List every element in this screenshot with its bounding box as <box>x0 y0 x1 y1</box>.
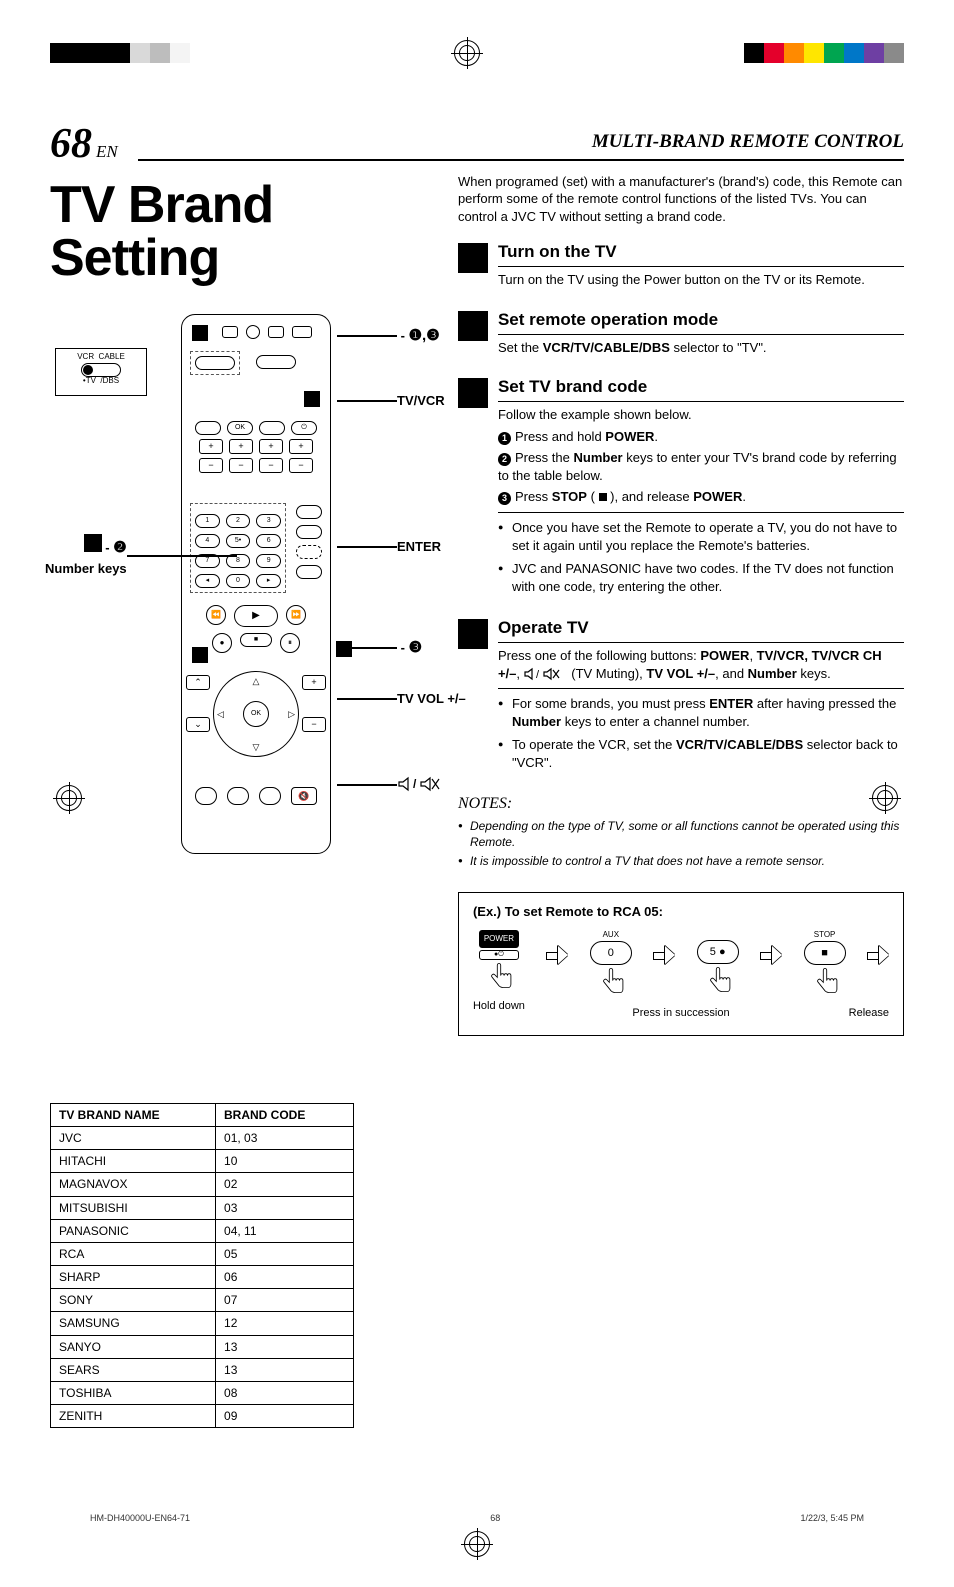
table-row: JVC01, 03 <box>51 1126 354 1149</box>
step-marker <box>458 243 488 273</box>
page-title: TV Brand Setting <box>50 179 430 285</box>
callout-tvvol: TV VOL +/– <box>397 690 469 708</box>
callout-mute: / <box>397 776 441 794</box>
step-marker <box>458 311 488 341</box>
mode-switch-inset: VCR CABLE •TV /DBS <box>51 348 171 396</box>
table-row: SAMSUNG12 <box>51 1312 354 1335</box>
callout-power: - ❶,❸ <box>397 326 440 346</box>
step-marker <box>458 619 488 649</box>
arrow-icon <box>760 948 782 964</box>
step-1: Turn on the TV Turn on the TV using the … <box>458 241 904 292</box>
notes-block: NOTES: Depending on the type of TV, some… <box>458 793 904 869</box>
remote-body: OK⏻ ++++ −−−− 123 45•6 789 <box>181 314 331 854</box>
mute-icon: / <box>524 667 568 681</box>
page-number: 68 <box>50 116 92 173</box>
example-box: (Ex.) To set Remote to RCA 05: POWER ●⏻ … <box>458 892 904 1036</box>
step-3: Set TV brand code Follow the example sho… <box>458 376 904 601</box>
callout-stop: - ❸ <box>397 638 422 658</box>
table-row: MAGNAVOX02 <box>51 1173 354 1196</box>
arrow-icon <box>653 948 675 964</box>
brand-code-table: TV BRAND NAME BRAND CODE JVC01, 03HITACH… <box>50 1103 354 1429</box>
ex-btn-0: AUX 0 <box>590 930 632 1001</box>
ex-power: POWER ●⏻ Hold down <box>473 930 525 1012</box>
ex-stop: STOP ■ <box>804 930 846 1001</box>
table-row: SONY07 <box>51 1289 354 1312</box>
table-row: ZENITH09 <box>51 1405 354 1428</box>
registration-top <box>50 40 904 66</box>
step-4: Operate TV Press one of the following bu… <box>458 617 904 777</box>
footer: HM-DH40000U-EN64-71 68 1/22/3, 5:45 PM <box>50 1508 904 1524</box>
arrow-icon <box>546 948 568 964</box>
svg-text:/: / <box>536 669 540 681</box>
step-2: Set remote operation mode Set the VCR/TV… <box>458 309 904 360</box>
step-marker <box>458 378 488 408</box>
arrow-icon <box>867 948 889 964</box>
registration-target-icon <box>454 40 480 66</box>
table-row: TOSHIBA08 <box>51 1382 354 1405</box>
callout-tvvcr: TV/VCR <box>397 392 445 410</box>
ex-btn-5: 5 ● <box>697 930 739 1000</box>
stop-icon <box>599 493 607 501</box>
table-row: SEARS13 <box>51 1358 354 1381</box>
svg-text:/: / <box>413 777 417 791</box>
table-row: PANASONIC04, 11 <box>51 1219 354 1242</box>
page-lang: EN <box>96 142 118 161</box>
callout-number-keys: - ❷ <box>105 540 126 555</box>
callout-enter: ENTER <box>397 538 441 556</box>
intro-text: When programed (set) with a manufacturer… <box>458 173 904 226</box>
table-row: SANYO13 <box>51 1335 354 1358</box>
section-header: MULTI-BRAND REMOTE CONTROL <box>138 129 904 161</box>
table-row: MITSUBISHI03 <box>51 1196 354 1219</box>
table-row: RCA05 <box>51 1242 354 1265</box>
table-row: SHARP06 <box>51 1266 354 1289</box>
remote-diagram: VCR CABLE •TV /DBS <box>50 313 430 873</box>
registration-target-icon <box>464 1531 490 1557</box>
registration-side-icon <box>872 785 898 811</box>
table-row: HITACHI10 <box>51 1150 354 1173</box>
